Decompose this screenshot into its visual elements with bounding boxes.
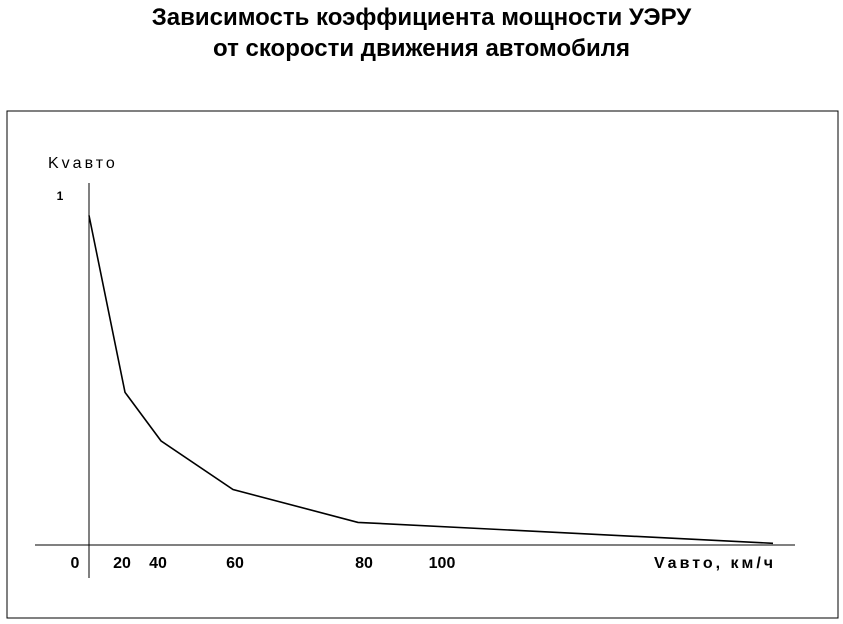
- chart-title: Зависимость коэффициента мощности УЭРУ о…: [0, 2, 843, 64]
- y-tick-label: 1: [57, 189, 64, 203]
- x-axis-label: Vавто, км/ч: [654, 555, 776, 572]
- x-tick-label: 40: [149, 555, 167, 572]
- chart-title-line-2: от скорости движения автомобиля: [213, 35, 630, 62]
- x-tick-label: 100: [429, 555, 456, 572]
- x-tick-label: 60: [226, 555, 244, 572]
- plot-frame: [6, 110, 839, 619]
- x-tick-label: 0: [71, 555, 80, 572]
- y-axis-label: Kvавто: [48, 155, 118, 172]
- series-line: [88, 215, 774, 545]
- x-tick-label: 20: [113, 555, 131, 572]
- chart-title-line-1: Зависимость коэффициента мощности УЭРУ: [151, 4, 692, 31]
- x-tick-label: 80: [355, 555, 373, 572]
